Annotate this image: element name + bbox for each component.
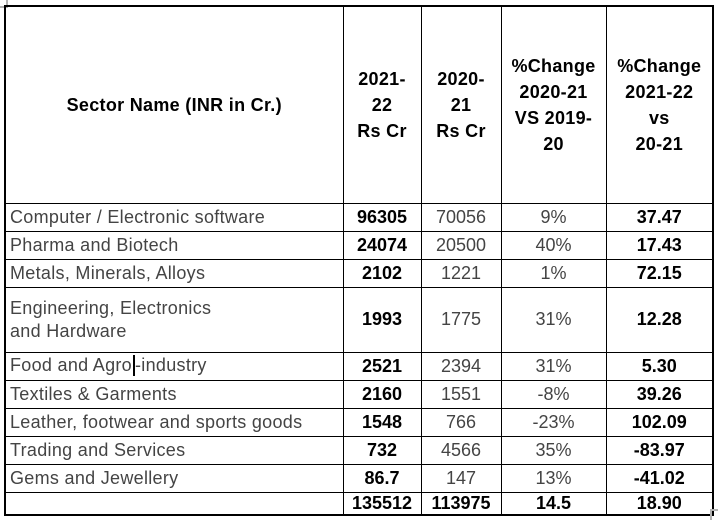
sector-data-table: Sector Name (INR in Cr.) 2021- 22 Rs Cr … (4, 5, 714, 516)
pct-change-curr-cell: 37.47 (605, 202, 714, 232)
pct-change-prev-cell: 35% (500, 435, 607, 465)
pct-change-prev-cell: 9% (500, 202, 607, 232)
pct-change-curr-cell: 12.28 (605, 286, 714, 353)
fy-2020-21-cell: 147 (420, 463, 502, 493)
table-header-row: Sector Name (INR in Cr.) 2021- 22 Rs Cr … (4, 5, 714, 204)
total-pct-change-prev-cell: 14.5 (500, 491, 607, 516)
pct-change-curr-cell: -41.02 (605, 463, 714, 493)
fy-2020-21-cell: 70056 (420, 202, 502, 232)
sector-name-text: -industry (135, 355, 207, 376)
fy-2021-22-cell: 24074 (342, 230, 422, 260)
sector-name-cell: Metals, Minerals, Alloys (4, 258, 344, 288)
fy-2020-21-cell: 4566 (420, 435, 502, 465)
fy-2020-21-cell: 20500 (420, 230, 502, 260)
fy-2021-22-cell: 96305 (342, 202, 422, 232)
header-pct-change-2020-21-vs-2019-20: %Change 2020-21 VS 2019- 20 (500, 5, 607, 204)
sector-name-cell: Pharma and Biotech (4, 230, 344, 260)
total-fy-2020-21-cell: 113975 (420, 491, 502, 516)
sector-name-cell: Leather, footwear and sports goods (4, 407, 344, 437)
table-row: Computer / Electronic software 96305 700… (4, 202, 714, 232)
sector-name-cell: Trading and Services (4, 435, 344, 465)
table-row: Leather, footwear and sports goods 1548 … (4, 407, 714, 437)
table-row: Trading and Services 732 4566 35% -83.97 (4, 435, 714, 465)
table-row: Metals, Minerals, Alloys 2102 1221 1% 72… (4, 258, 714, 288)
pct-change-prev-cell: 13% (500, 463, 607, 493)
table-row: Textiles & Garments 2160 1551 -8% 39.26 (4, 379, 714, 409)
pct-change-curr-cell: -83.97 (605, 435, 714, 465)
pct-change-curr-cell: 72.15 (605, 258, 714, 288)
pct-change-curr-cell: 102.09 (605, 407, 714, 437)
fy-2021-22-cell: 86.7 (342, 463, 422, 493)
total-pct-change-curr-cell: 18.90 (605, 491, 714, 516)
table-total-row: 135512 113975 14.5 18.90 (4, 491, 714, 516)
sector-name-cell: Textiles & Garments (4, 379, 344, 409)
fy-2020-21-cell: 1775 (420, 286, 502, 353)
pct-change-curr-cell: 5.30 (605, 351, 714, 381)
fy-2020-21-cell: 1221 (420, 258, 502, 288)
fy-2020-21-cell: 766 (420, 407, 502, 437)
text-cursor (133, 354, 135, 376)
total-fy-2021-22-cell: 135512 (342, 491, 422, 516)
pct-change-curr-cell: 39.26 (605, 379, 714, 409)
sector-name-cell: Engineering, Electronics and Hardware (4, 286, 344, 353)
table-row: Pharma and Biotech 24074 20500 40% 17.43 (4, 230, 714, 260)
header-pct-change-2021-22-vs-20-21: %Change 2021-22 vs 20-21 (605, 5, 714, 204)
fy-2021-22-cell: 2160 (342, 379, 422, 409)
table-row: Food and Agro -industry 2521 2394 31% 5.3… (4, 351, 714, 381)
sector-name-cell[interactable]: Food and Agro -industry (4, 351, 344, 381)
fy-2021-22-cell: 1548 (342, 407, 422, 437)
fy-2020-21-cell: 1551 (420, 379, 502, 409)
sector-name-text: Food and Agro (10, 355, 132, 376)
header-sector-name: Sector Name (INR in Cr.) (4, 5, 344, 204)
pct-change-prev-cell: 31% (500, 286, 607, 353)
sector-name-cell: Computer / Electronic software (4, 202, 344, 232)
table-resize-handle[interactable] (710, 509, 718, 520)
fy-2021-22-cell: 732 (342, 435, 422, 465)
fy-2020-21-cell: 2394 (420, 351, 502, 381)
fy-2021-22-cell: 1993 (342, 286, 422, 353)
pct-change-prev-cell: 31% (500, 351, 607, 381)
sector-name-cell: Gems and Jewellery (4, 463, 344, 493)
fy-2021-22-cell: 2521 (342, 351, 422, 381)
pct-change-prev-cell: 1% (500, 258, 607, 288)
fy-2021-22-cell: 2102 (342, 258, 422, 288)
pct-change-prev-cell: 40% (500, 230, 607, 260)
table-row: Gems and Jewellery 86.7 147 13% -41.02 (4, 463, 714, 493)
header-fy-2020-21: 2020- 21 Rs Cr (420, 5, 502, 204)
table-row: Engineering, Electronics and Hardware 19… (4, 286, 714, 353)
pct-change-curr-cell: 17.43 (605, 230, 714, 260)
header-fy-2021-22: 2021- 22 Rs Cr (342, 5, 422, 204)
total-empty-cell (4, 491, 344, 516)
pct-change-prev-cell: -8% (500, 379, 607, 409)
pct-change-prev-cell: -23% (500, 407, 607, 437)
